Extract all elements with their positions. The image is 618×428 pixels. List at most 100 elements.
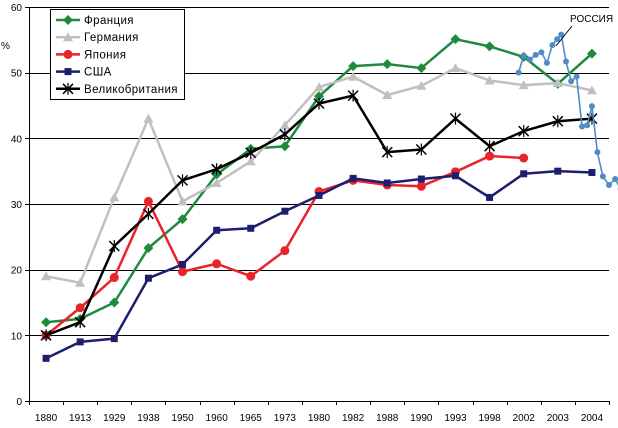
data-point	[586, 48, 597, 59]
data-point	[554, 36, 561, 43]
data-point	[382, 89, 393, 99]
legend-label: США	[84, 67, 112, 79]
data-point	[558, 31, 565, 38]
data-point	[109, 297, 120, 308]
x-tick-label: 1980	[308, 413, 331, 424]
data-point	[245, 156, 256, 166]
data-point	[76, 338, 84, 346]
x-tick-label: 1973	[274, 413, 297, 424]
x-tick-label: 1988	[376, 413, 399, 424]
data-point	[381, 146, 393, 159]
data-point	[485, 151, 495, 161]
data-point	[281, 207, 289, 215]
y-tick-label: 40	[11, 134, 23, 145]
data-point	[75, 277, 86, 287]
data-point	[584, 122, 591, 129]
data-point	[383, 179, 391, 187]
data-point	[178, 267, 188, 277]
data-point	[520, 52, 527, 59]
y-tick-label: 60	[11, 3, 23, 14]
data-point	[606, 181, 612, 188]
data-point	[41, 271, 52, 281]
y-tick-label: 0	[16, 397, 22, 408]
data-point	[451, 172, 459, 180]
data-point	[75, 303, 85, 313]
data-point	[313, 97, 325, 110]
data-point	[212, 259, 222, 269]
data-point	[62, 82, 74, 95]
annotation-label: РОССИЯ	[570, 14, 613, 25]
data-point	[42, 354, 50, 362]
data-point	[64, 68, 72, 76]
data-point	[74, 316, 86, 329]
data-point	[108, 240, 120, 253]
data-point	[484, 140, 496, 153]
y-tick-label: 20	[11, 266, 23, 277]
x-tick-label: 2004	[581, 413, 604, 424]
series-line	[45, 94, 593, 337]
data-point	[177, 214, 188, 225]
data-point	[110, 335, 118, 343]
data-point	[538, 49, 545, 56]
y-axis-label: %	[1, 41, 10, 52]
series-сша	[42, 167, 596, 362]
series-великобритания	[40, 89, 598, 342]
data-point	[279, 141, 290, 152]
annotation: РОССИЯ	[555, 14, 613, 47]
legend-label: Япония	[84, 49, 126, 61]
data-point	[314, 91, 324, 102]
legend-label: Великобритания	[84, 84, 178, 96]
data-point	[315, 191, 323, 199]
x-tick-labels: 1880 1913 1929 1938 1950 1960 1965 1973 1980 1982…	[35, 413, 604, 424]
data-point	[484, 75, 495, 85]
y-tick-label: 30	[11, 200, 23, 211]
data-point	[449, 112, 462, 125]
data-point	[526, 56, 533, 63]
axes	[25, 7, 610, 405]
series-россия	[515, 31, 618, 191]
data-point	[415, 143, 427, 156]
x-tick-label: 1965	[240, 413, 263, 424]
data-point	[63, 15, 73, 25]
data-point	[520, 170, 528, 178]
data-point	[579, 123, 586, 130]
data-point	[382, 59, 393, 70]
data-point	[573, 73, 580, 80]
data-point	[450, 34, 461, 45]
data-point	[599, 173, 606, 180]
data-point	[314, 82, 324, 92]
data-point	[143, 113, 154, 123]
data-point	[484, 41, 495, 52]
data-point	[247, 224, 255, 232]
data-point	[594, 149, 601, 156]
series-line	[45, 154, 524, 337]
annotation-leader	[555, 25, 573, 47]
data-point	[143, 196, 153, 206]
data-point	[40, 329, 52, 342]
data-point	[279, 128, 291, 141]
data-point	[543, 59, 550, 66]
legend: Франция Германия Япония США Великобритания	[50, 9, 185, 100]
data-point	[586, 85, 597, 95]
data-point	[280, 246, 290, 256]
data-point	[179, 260, 187, 268]
data-point	[416, 181, 426, 191]
data-point	[416, 63, 427, 74]
data-point	[518, 80, 529, 90]
x-tick-label: 1880	[35, 413, 58, 424]
x-tick-label: 1990	[410, 413, 433, 424]
data-point	[109, 192, 120, 202]
data-point	[563, 58, 570, 65]
data-point	[588, 103, 595, 110]
x-tick-label: 2002	[513, 413, 536, 424]
legend-label: Германия	[84, 32, 139, 44]
data-point	[109, 273, 119, 283]
data-point	[213, 226, 221, 234]
data-point	[588, 168, 596, 176]
series-германия	[41, 63, 597, 287]
x-tick-label: 1950	[171, 413, 194, 424]
data-point	[41, 317, 52, 328]
data-point	[144, 274, 152, 282]
legend-item: Япония	[56, 49, 126, 61]
x-tick-label: 1998	[478, 413, 501, 424]
